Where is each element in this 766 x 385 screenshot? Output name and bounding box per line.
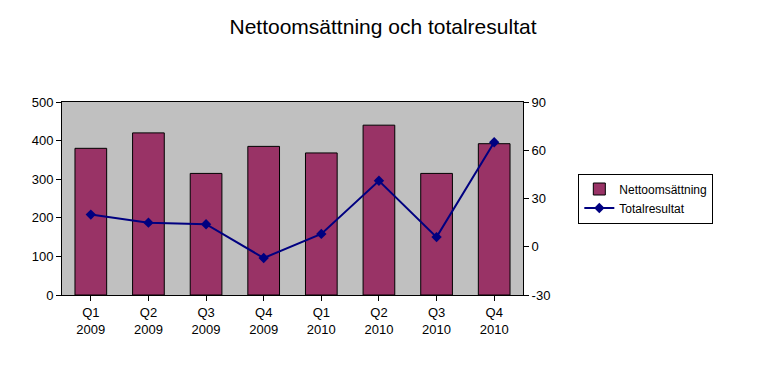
svg-text:Q42010: Q42010	[480, 305, 509, 337]
svg-text:Totalresultat: Totalresultat	[619, 202, 684, 216]
svg-text:300: 300	[32, 172, 54, 187]
svg-text:Q12009: Q12009	[76, 305, 105, 337]
svg-text:500: 500	[32, 95, 54, 110]
svg-text:Q32010: Q32010	[422, 305, 451, 337]
svg-text:90: 90	[532, 95, 546, 110]
svg-text:Q42009: Q42009	[249, 305, 278, 337]
svg-text:60: 60	[532, 143, 546, 158]
svg-text:Q22009: Q22009	[134, 305, 163, 337]
svg-text:Q12010: Q12010	[307, 305, 336, 337]
svg-text:-30: -30	[532, 288, 551, 303]
svg-text:Nettoomsättning och totalresul: Nettoomsättning och totalresultat	[229, 15, 536, 38]
svg-text:100: 100	[32, 249, 54, 264]
svg-text:200: 200	[32, 210, 54, 225]
svg-text:Q22010: Q22010	[364, 305, 393, 337]
svg-text:0: 0	[46, 288, 53, 303]
svg-text:400: 400	[32, 133, 54, 148]
svg-text:30: 30	[532, 191, 546, 206]
svg-text:Nettoomsättning: Nettoomsättning	[619, 183, 706, 197]
svg-text:0: 0	[532, 239, 539, 254]
svg-text:Q32009: Q32009	[192, 305, 221, 337]
